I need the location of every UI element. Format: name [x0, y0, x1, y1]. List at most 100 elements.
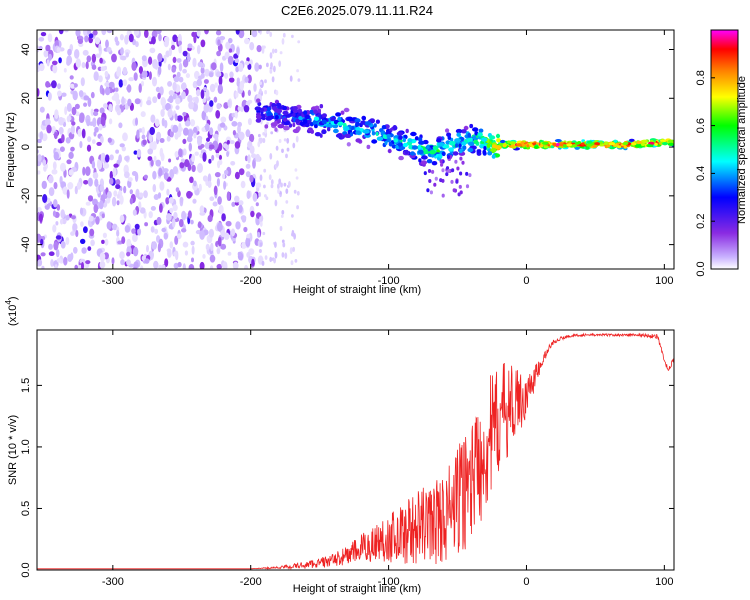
spectrogram-cell [133, 30, 140, 36]
spectrogram-cell [337, 116, 342, 122]
spectrogram-cell [327, 127, 331, 132]
spectrogram-cell [156, 216, 162, 225]
spectrogram-xtick-label: -100 [378, 275, 400, 287]
spectrogram-cell [111, 257, 115, 265]
spectrogram-cell [483, 146, 487, 151]
spectrogram-cell [309, 109, 314, 115]
spectrogram-cell [218, 154, 222, 161]
spectrogram-cell [43, 166, 47, 172]
spectrogram-cell [131, 61, 137, 71]
spectrogram-cell [228, 37, 233, 44]
spectrogram-cell [257, 231, 261, 238]
colorbar-label: Normalized spectral amplitude [736, 76, 748, 224]
spectrogram-cell [121, 96, 125, 107]
spectrogram-cell [224, 72, 229, 79]
spectrogram-cell [75, 111, 80, 117]
spectrogram-cell [127, 98, 132, 107]
spectrogram-cell [585, 143, 593, 147]
spectrogram-cell [213, 96, 218, 103]
spectrogram-cell [152, 76, 157, 87]
spectrogram-cell [85, 201, 91, 206]
spectrogram-cell [296, 191, 300, 196]
spectrogram-cell [171, 66, 176, 73]
spectrogram-cell [454, 138, 462, 143]
spectrogram-cell [291, 34, 294, 39]
spectrogram-cell [580, 142, 585, 146]
spectrogram-cell [79, 141, 83, 149]
snr-xtick-label: -200 [240, 576, 262, 588]
spectrogram-cell [292, 112, 296, 118]
colorbar-tick-label: 0.2 [695, 214, 707, 229]
snr-ytick-label: 1.5 [20, 378, 32, 393]
spectrogram-cell [119, 143, 125, 148]
spectrogram-cell [94, 37, 101, 45]
spectrogram-cell [52, 210, 57, 217]
spectrogram-xtick-label: -200 [240, 275, 262, 287]
spectrogram-cell [307, 127, 313, 132]
spectrogram-cell [163, 232, 168, 240]
spectrogram-cell [126, 259, 131, 266]
spectrogram-cell [259, 81, 262, 85]
snr-panel: -300 -200 -100 0 100 0.0 0.5 1.0 1.5 Height of s… [4, 296, 675, 595]
spectrogram-cell [189, 119, 196, 127]
spectrogram-cell [126, 251, 131, 257]
spectrogram-cell [183, 127, 189, 136]
spectrogram-cell [243, 105, 250, 113]
spectrogram-cell [225, 144, 230, 151]
spectrogram-cell [88, 33, 94, 39]
spectrogram-cell [99, 107, 105, 114]
spectrogram-cell [238, 200, 244, 206]
spectrogram-cell [246, 190, 251, 200]
spectrogram-cell [204, 68, 210, 77]
spectrogram-cell [314, 132, 321, 137]
spectrogram-cell [68, 151, 74, 159]
spectrogram-cell [133, 72, 138, 81]
spectrogram-cell [131, 228, 136, 234]
spectrogram-cell [98, 43, 102, 52]
spectrogram-cell [114, 36, 119, 43]
spectrogram-cell [190, 240, 195, 246]
spectrogram-cell [599, 141, 603, 145]
spectrogram-cell [208, 144, 215, 150]
spectrogram-cell [313, 116, 320, 121]
spectrogram-cell [510, 144, 515, 148]
spectrogram-cell [149, 47, 156, 54]
spectrogram-cell [257, 30, 261, 33]
spectrogram-cell [125, 52, 129, 58]
spectrogram-cell [48, 175, 54, 184]
spectrogram-cell [193, 33, 197, 44]
spectrogram-cell [526, 144, 530, 148]
spectrogram-cell [235, 30, 240, 35]
spectrogram-cell [175, 105, 180, 110]
spectrogram-cell [254, 62, 260, 72]
spectrogram-cell [172, 92, 176, 100]
spectrogram-cell [461, 160, 465, 165]
spectrogram-cell [454, 159, 458, 164]
spectrogram-cell [462, 145, 467, 150]
spectrogram-cell [236, 79, 241, 87]
spectrogram-cell [74, 103, 80, 110]
spectrogram-cell [78, 90, 84, 98]
spectrogram-ytick-label: -40 [20, 237, 32, 253]
spectrogram-cell [86, 144, 92, 152]
spectrogram-cell [254, 106, 262, 111]
spectrogram-cell [37, 63, 40, 70]
spectrogram-cell [629, 138, 635, 142]
spectrogram-cell [67, 182, 74, 190]
spectrogram-cell [156, 131, 162, 140]
spectrogram-cell [445, 166, 450, 171]
spectrogram-cell [158, 167, 163, 177]
spectrogram-cell [149, 141, 155, 151]
spectrogram-cell [148, 56, 153, 65]
spectrogram-cell [197, 61, 204, 68]
spectrogram-cell [194, 96, 199, 105]
spectrogram-cell [87, 177, 93, 187]
spectrogram-cell [204, 123, 210, 132]
spectrogram-cell [237, 121, 243, 128]
spectrogram-cell [150, 114, 156, 123]
spectrogram-cell [141, 70, 148, 78]
spectrogram-cell [247, 118, 252, 126]
spectrogram-cell [539, 144, 544, 148]
spectrogram-cell [436, 138, 442, 143]
spectrogram-cell [48, 187, 55, 197]
